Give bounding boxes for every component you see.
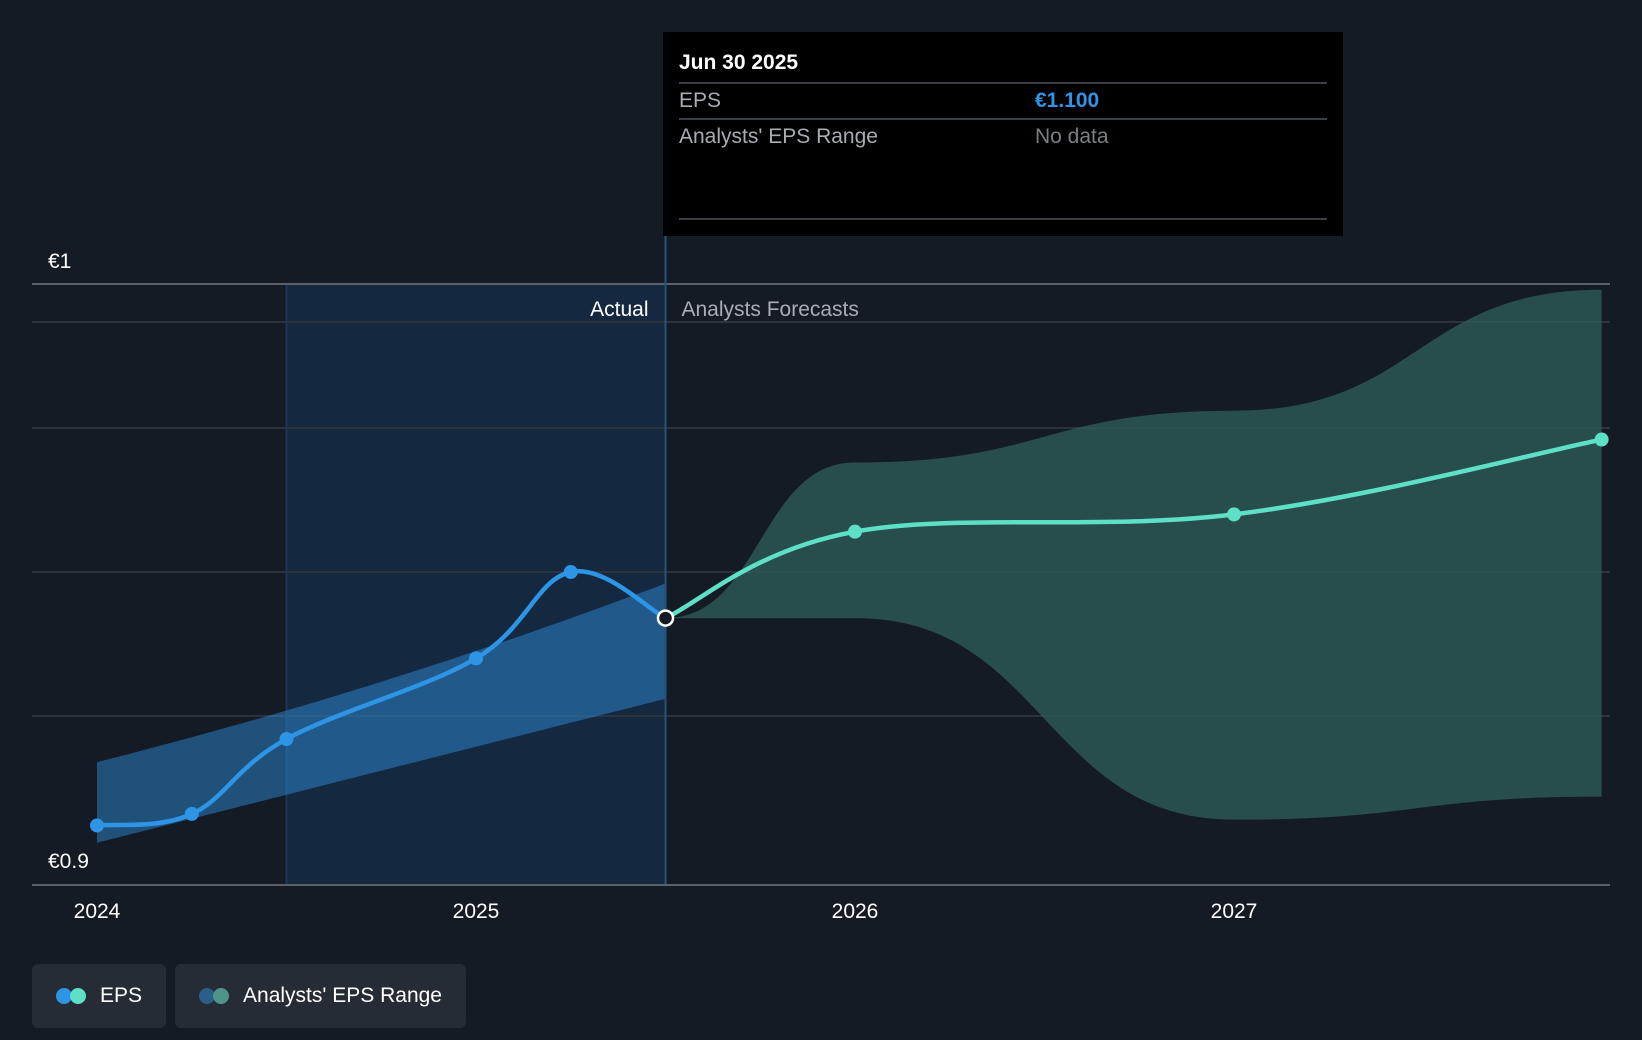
- eps-actual-point: [184, 806, 199, 821]
- legend-label-eps: EPS: [100, 984, 143, 1007]
- forecast-eps-range-band: [665, 289, 1602, 820]
- eps-forecast-point: [1227, 507, 1241, 522]
- tooltip: Jun 30 2025 EPS €1.100 Analysts' EPS Ran…: [663, 32, 1343, 236]
- legend: EPS Analysts' EPS Range: [32, 964, 466, 1028]
- x-tick-label: 2027: [1211, 900, 1258, 923]
- eps-forecast-point: [1594, 432, 1609, 447]
- y-axis-label-top: €1: [48, 250, 71, 273]
- x-tick-label: 2026: [832, 900, 879, 923]
- eps-forecast-line: [663, 437, 1604, 621]
- legend-item-range[interactable]: Analysts' EPS Range: [175, 964, 466, 1028]
- tooltip-eps-label: EPS: [679, 89, 722, 112]
- x-tick-label: 2025: [453, 900, 500, 923]
- eps-actual-point: [90, 818, 104, 833]
- eps-actual-point: [279, 732, 294, 747]
- tooltip-eps-value: €1.100: [1035, 89, 1100, 112]
- tooltip-date: Jun 30 2025: [679, 32, 1327, 84]
- legend-item-eps[interactable]: EPS: [32, 964, 167, 1028]
- eps-highlight-point: [656, 609, 675, 627]
- x-tick-label: 2024: [74, 900, 121, 923]
- y-axis-label-bottom: €0.9: [48, 850, 89, 873]
- eps-legend-icon: [56, 987, 86, 1005]
- tooltip-row-eps: EPS €1.100: [679, 84, 1327, 120]
- forecasts-label: Analysts Forecasts: [682, 298, 859, 321]
- tooltip-range-label: Analysts' EPS Range: [679, 125, 878, 148]
- range-legend-icon: [199, 987, 230, 1005]
- eps-forecast-point: [848, 524, 862, 539]
- eps-actual-point: [563, 565, 578, 579]
- eps-actual-point: [469, 651, 483, 666]
- actual-period-shade: [286, 284, 666, 885]
- tooltip-range-value: No data: [1035, 125, 1109, 148]
- actual-label: Actual: [590, 298, 648, 321]
- legend-label-range: Analysts' EPS Range: [243, 984, 442, 1007]
- tooltip-row-range: Analysts' EPS Range No data: [679, 120, 1327, 154]
- tooltip-divider: [679, 218, 1327, 220]
